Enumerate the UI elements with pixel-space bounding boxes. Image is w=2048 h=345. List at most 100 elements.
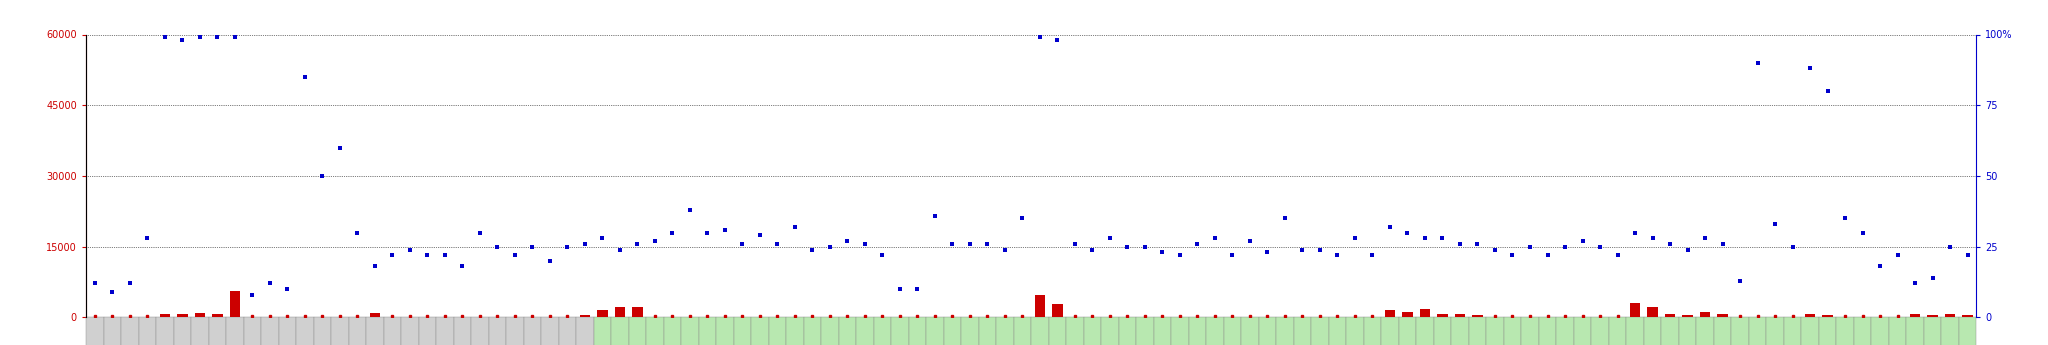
Bar [1452,317,1468,345]
Bar [104,317,121,345]
Bar [1364,317,1380,345]
Bar [1661,317,1679,345]
Bar [838,317,856,345]
Bar [369,313,381,317]
Bar [1647,307,1657,317]
Bar [944,317,961,345]
Bar [1853,317,1872,345]
Bar [453,317,471,345]
Bar [1380,317,1399,345]
Bar [1591,317,1610,345]
Bar [1311,317,1329,345]
Bar [961,317,979,345]
Bar [1522,317,1538,345]
Bar [1823,315,1833,317]
Bar [979,317,995,345]
Bar [1188,317,1206,345]
Bar [1538,317,1556,345]
Bar [610,317,629,345]
Bar [1049,317,1067,345]
Bar [874,317,891,345]
Bar [1346,317,1364,345]
Bar [664,317,682,345]
Bar [598,310,608,317]
Bar [1153,317,1171,345]
Bar [418,317,436,345]
Bar [1962,315,1972,317]
Bar [279,317,297,345]
Bar [559,317,575,345]
Bar [717,317,733,345]
Bar [1837,317,1853,345]
Bar [1556,317,1573,345]
Bar [1225,317,1241,345]
Bar [1434,317,1452,345]
Bar [121,317,139,345]
Bar [786,317,803,345]
Bar [1260,317,1276,345]
Bar [313,317,332,345]
Bar [1014,317,1030,345]
Bar [1118,317,1137,345]
Bar [1030,317,1049,345]
Bar [139,317,156,345]
Bar [633,307,643,317]
Bar [1573,317,1591,345]
Bar [645,317,664,345]
Bar [1137,317,1153,345]
Bar [1329,317,1346,345]
Bar [1911,314,1921,317]
Bar [436,317,453,345]
Bar [229,292,240,317]
Bar [195,313,205,317]
Bar [160,314,170,317]
Bar [1802,317,1819,345]
Bar [1454,314,1464,317]
Bar [698,317,717,345]
Bar [1487,317,1503,345]
Bar [1804,314,1815,317]
Bar [1765,317,1784,345]
Bar [909,317,926,345]
Bar [1610,317,1626,345]
Bar [1630,303,1640,317]
Bar [1958,317,1976,345]
Bar [575,317,594,345]
Bar [174,317,190,345]
Bar [348,317,367,345]
Bar [1946,314,1956,317]
Bar [156,317,174,345]
Bar [209,317,225,345]
Bar [1294,317,1311,345]
Bar [821,317,838,345]
Bar [1731,317,1749,345]
Bar [190,317,209,345]
Bar [1645,317,1661,345]
Bar [1872,317,1888,345]
Bar [752,317,768,345]
Bar [580,315,590,317]
Bar [1718,314,1729,317]
Bar [1700,312,1710,317]
Bar [1665,314,1675,317]
Bar [1083,317,1102,345]
Bar [1399,317,1417,345]
Bar [768,317,786,345]
Bar [891,317,909,345]
Bar [1384,310,1395,317]
Bar [1626,317,1645,345]
Bar [733,317,752,345]
Bar [926,317,944,345]
Bar [1942,317,1958,345]
Bar [1473,315,1483,317]
Bar [1034,295,1044,317]
Bar [856,317,874,345]
Bar [1171,317,1188,345]
Bar [260,317,279,345]
Bar [1784,317,1802,345]
Bar [506,317,524,345]
Bar [1419,309,1430,317]
Bar [401,317,418,345]
Bar [1696,317,1714,345]
Bar [383,317,401,345]
